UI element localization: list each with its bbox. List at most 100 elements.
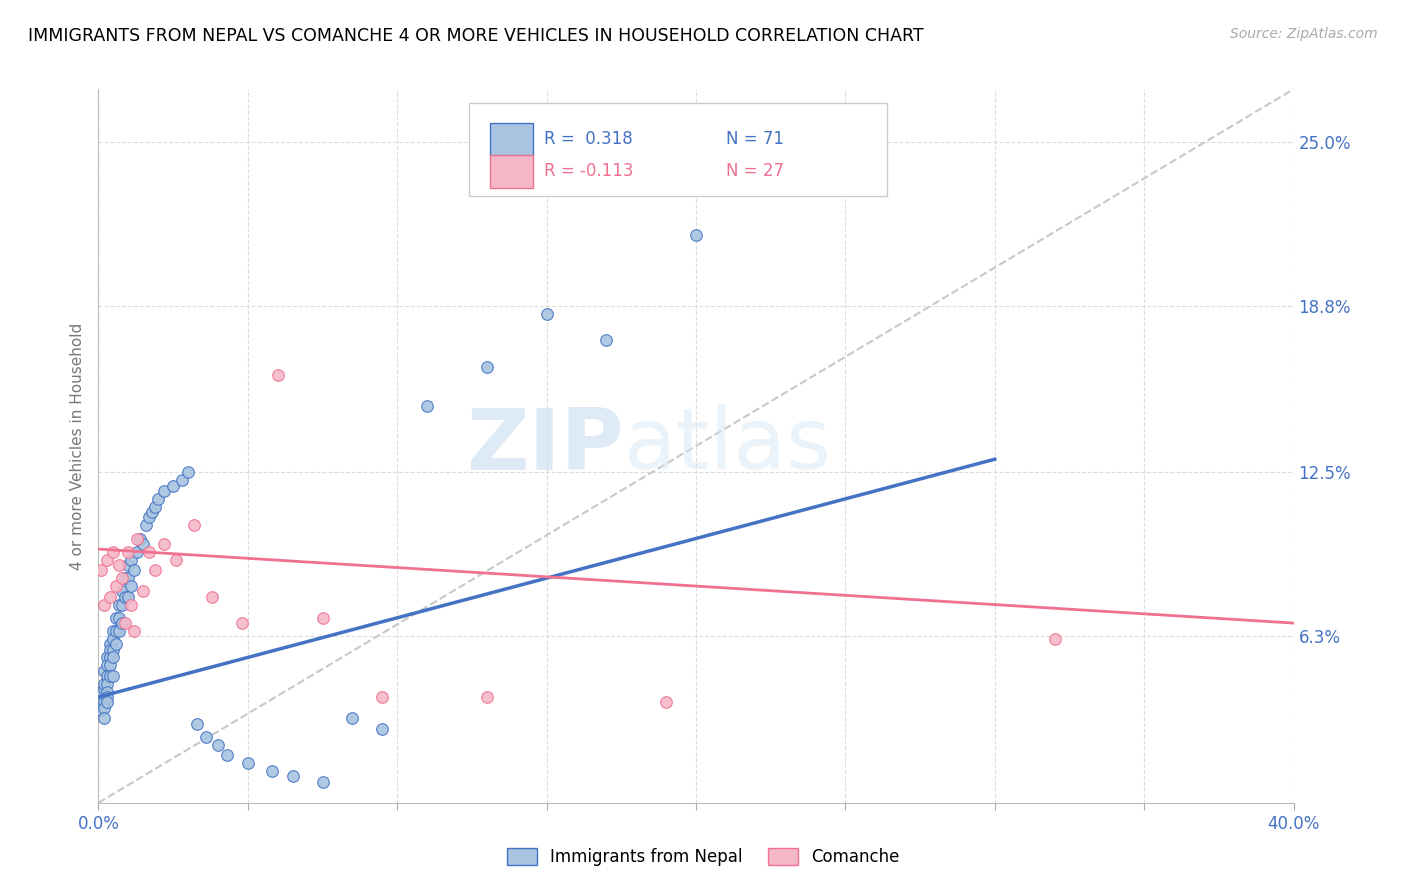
Point (103, 545, 125, 559)
Point (127, 545, 149, 559)
Text: IMMIGRANTS FROM NEPAL VS COMANCHE 4 OR MORE VEHICLES IN HOUSEHOLD CORRELATION CH: IMMIGRANTS FROM NEPAL VS COMANCHE 4 OR M… (28, 27, 924, 45)
Point (120, 579, 142, 593)
Point (207, 738, 229, 752)
Point (93, 677, 115, 691)
Point (120, 552, 142, 566)
Point (138, 510, 160, 524)
Point (93, 695, 115, 709)
Point (172, 474, 194, 488)
Point (117, 545, 139, 559)
Point (105, 624, 128, 638)
Point (267, 368, 290, 382)
Point (103, 642, 125, 657)
Point (90, 685, 112, 699)
Point (98, 637, 122, 651)
Point (114, 616, 136, 631)
Point (96, 677, 118, 691)
Point (96, 690, 118, 704)
Y-axis label: 4 or more Vehicles in Household: 4 or more Vehicles in Household (69, 322, 84, 570)
Point (90, 690, 112, 704)
Point (103, 669, 125, 683)
Point (311, 774, 333, 789)
Point (148, 491, 170, 506)
Point (98, 642, 122, 657)
Point (108, 598, 131, 612)
Point (111, 616, 134, 631)
Point (655, 695, 678, 709)
Point (105, 579, 128, 593)
Point (281, 769, 304, 783)
Point (371, 722, 394, 736)
Point (342, 711, 364, 725)
Point (98, 650, 122, 665)
Point (260, 764, 283, 778)
Point (416, 400, 439, 414)
Point (135, 518, 157, 533)
Point (231, 616, 253, 631)
Point (475, 690, 498, 704)
Point (1043, 632, 1066, 646)
Point (111, 584, 134, 599)
Point (117, 571, 139, 585)
Point (98, 590, 122, 604)
Point (141, 505, 163, 519)
Point (96, 695, 118, 709)
Point (114, 571, 136, 585)
Point (215, 748, 238, 763)
Text: R =  0.318: R = 0.318 (544, 130, 633, 148)
Text: N = 27: N = 27 (725, 162, 785, 180)
Point (90, 703, 112, 717)
Text: atlas: atlas (624, 404, 832, 488)
Point (105, 611, 128, 625)
Point (103, 650, 125, 665)
Text: Source: ZipAtlas.com: Source: ZipAtlas.com (1230, 27, 1378, 41)
Point (90, 695, 112, 709)
FancyBboxPatch shape (491, 155, 533, 187)
Text: R = -0.113: R = -0.113 (544, 162, 634, 180)
Point (108, 558, 131, 572)
Point (108, 624, 131, 638)
Point (96, 669, 118, 683)
Point (165, 552, 187, 566)
Point (96, 658, 118, 673)
Point (90, 563, 112, 577)
Text: N = 71: N = 71 (725, 130, 785, 148)
Point (595, 333, 617, 347)
FancyBboxPatch shape (470, 103, 887, 196)
Point (685, 227, 707, 242)
Point (105, 637, 128, 651)
Point (96, 650, 118, 665)
Point (108, 611, 131, 625)
Point (98, 658, 122, 673)
Point (186, 716, 208, 731)
Point (183, 518, 205, 533)
Point (127, 532, 149, 546)
Point (236, 756, 259, 771)
Point (143, 500, 166, 514)
Point (143, 563, 166, 577)
Point (111, 571, 134, 585)
Point (117, 558, 139, 572)
Point (103, 624, 125, 638)
Point (132, 537, 155, 551)
Point (536, 307, 558, 321)
Point (138, 545, 160, 559)
Point (201, 590, 224, 604)
Legend: Immigrants from Nepal, Comanche: Immigrants from Nepal, Comanche (498, 840, 908, 875)
Point (120, 598, 142, 612)
Text: ZIP: ZIP (467, 404, 624, 488)
Point (111, 598, 134, 612)
Point (124, 563, 146, 577)
Point (162, 478, 184, 492)
Point (124, 624, 146, 638)
Point (93, 598, 115, 612)
Point (114, 590, 136, 604)
Point (96, 552, 118, 566)
Point (153, 537, 176, 551)
Point (311, 611, 333, 625)
Point (93, 700, 115, 714)
Point (371, 690, 394, 704)
Point (96, 685, 118, 699)
Point (117, 590, 139, 604)
Point (475, 359, 498, 374)
